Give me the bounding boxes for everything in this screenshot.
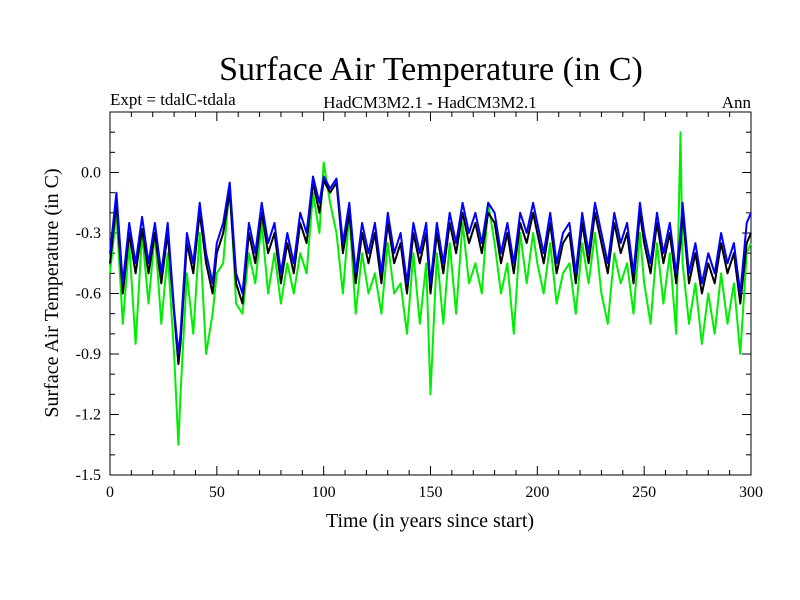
series-line-blue (109, 175, 752, 355)
x-tick-label: 150 (419, 484, 443, 501)
x-tick-label: 300 (739, 484, 763, 501)
y-tick-label: -1.2 (76, 407, 101, 424)
x-tick-label: 200 (525, 484, 549, 501)
series-line-green (109, 131, 752, 446)
y-tick-label: -1.5 (76, 467, 101, 484)
y-tick-label: -0.3 (76, 225, 101, 242)
y-axis-label: Surface Air Temperature (in C) (41, 168, 63, 417)
y-tick-label: -0.9 (76, 346, 101, 363)
x-axis-label: Time (in years since start) (326, 510, 534, 532)
subtitle-models: HadCM3M2.1 - HadCM3M2.1 (323, 93, 536, 112)
y-tick-labels: -1.5 -1.2 -0.9 -0.6 -0.3 0.0 (76, 165, 101, 485)
subtitle-experiment: Expt = tdalC-tdala (110, 90, 236, 109)
y-tick-label: -0.6 (76, 286, 101, 303)
x-tick-label: 100 (312, 484, 336, 501)
x-tick-label: 50 (209, 484, 225, 501)
x-tick-label: 250 (632, 484, 656, 501)
subtitle-period: Ann (722, 93, 752, 112)
series-group (109, 131, 752, 446)
x-tick-labels: 0 50 100 150 200 250 300 (106, 484, 763, 501)
y-tick-label: 0.0 (81, 165, 101, 182)
series-line-black (109, 179, 752, 366)
x-tick-label: 0 (106, 484, 114, 501)
axis-ticks (109, 112, 752, 476)
chart-title: Surface Air Temperature (in C) (219, 51, 643, 88)
